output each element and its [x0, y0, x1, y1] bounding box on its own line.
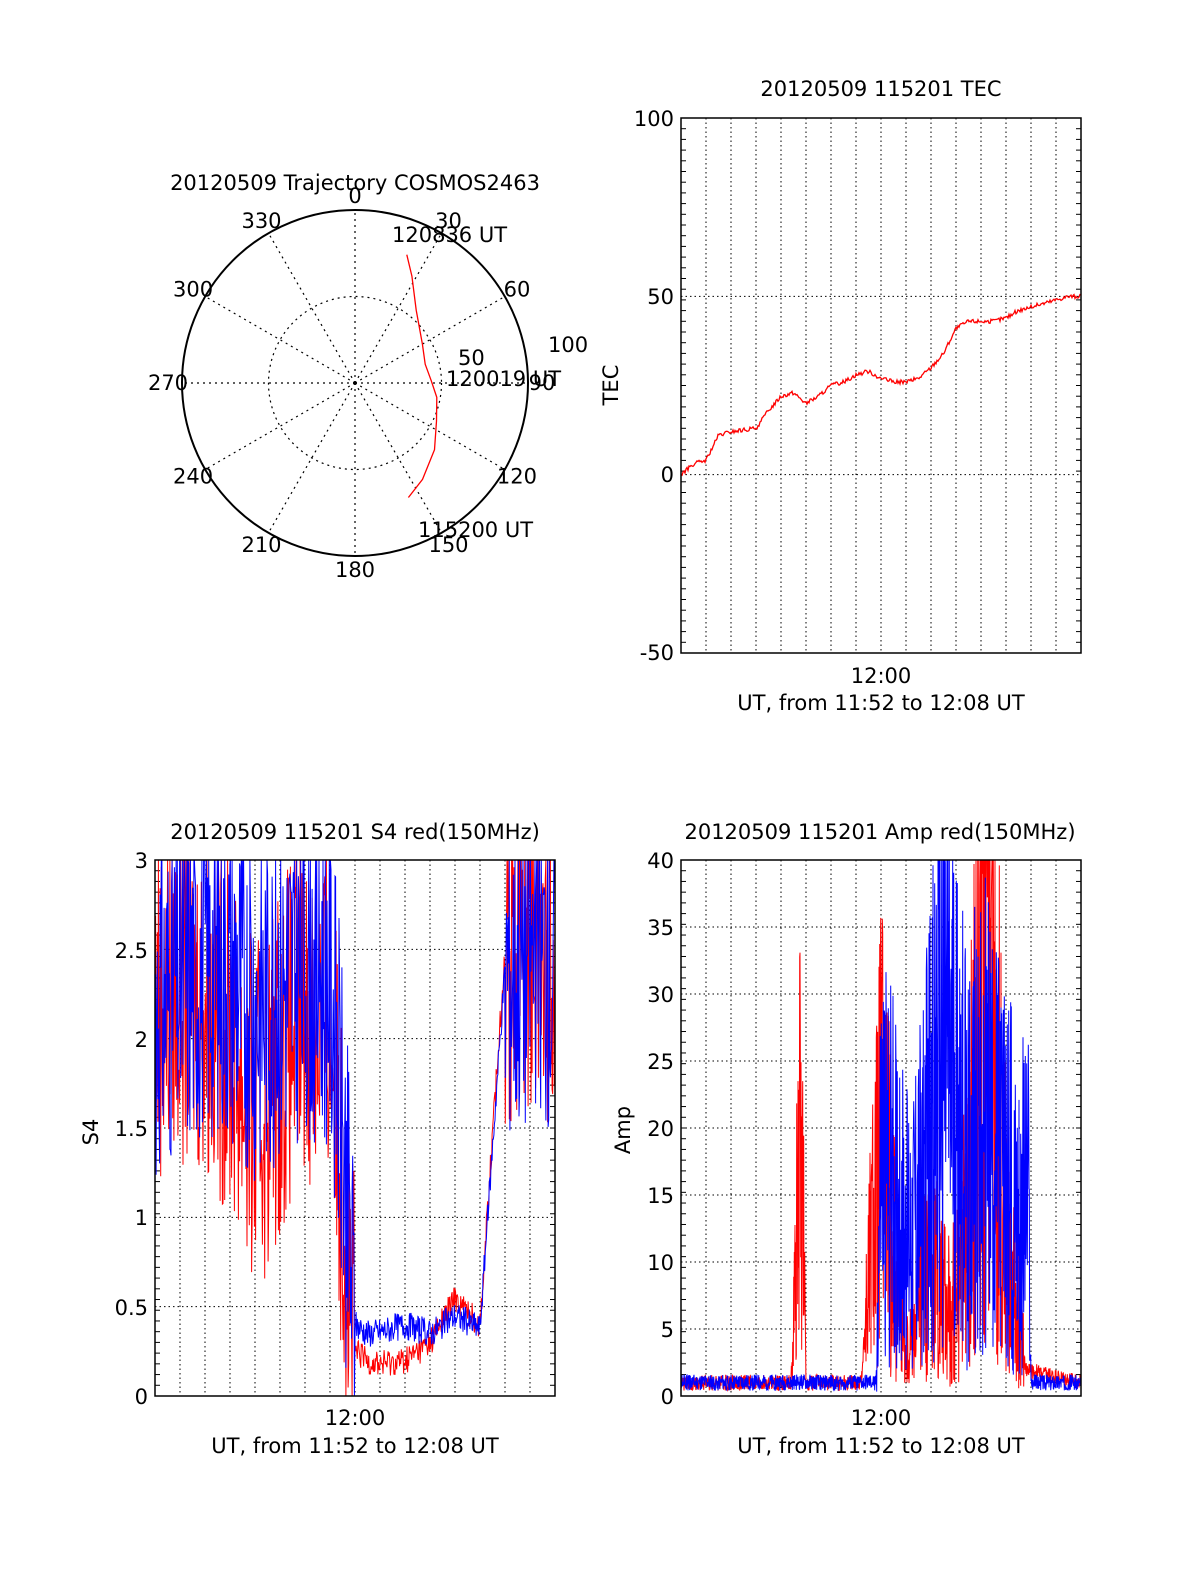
tec-ylabel: TEC: [599, 365, 623, 407]
amp-plot-area: [680, 859, 1082, 1397]
trajectory-label-mid: 120019 UT: [446, 367, 561, 391]
tec-xtick-1200: 12:00: [851, 664, 912, 688]
s4-frame: [154, 859, 556, 1397]
polar-azimuth-label-30: 30: [435, 209, 462, 233]
trajectory-label-end: 120836 UT: [392, 223, 507, 247]
tec-title: 20120509 115201 TEC: [760, 77, 1001, 101]
polar-azimuth-label-240: 240: [173, 465, 213, 489]
polar-azimuth-label-330: 330: [241, 209, 281, 233]
s4-xtick-1200: 12:00: [325, 1406, 386, 1430]
tec-panel: 20120509 115201 TEC 100 50 0 -50 12:00 U…: [599, 77, 1082, 715]
polar-azimuth-label-270: 270: [148, 371, 188, 395]
tec-ytick-0: 0: [661, 463, 674, 487]
amp-ytick-20: 20: [647, 1117, 674, 1141]
amp-ytick-15: 15: [647, 1184, 674, 1208]
polar-outer-circle: [181, 209, 529, 557]
polar-azimuth-label-0: 0: [348, 184, 361, 208]
s4-ytick-2: 2: [135, 1028, 148, 1052]
tec-xlabel: UT, from 11:52 to 12:08 UT: [737, 691, 1025, 715]
amp-ytick-40: 40: [647, 849, 674, 873]
amp-series-blue: [680, 859, 1082, 1392]
polar-azimuth-label-60: 60: [504, 278, 531, 302]
polar-azimuth-label-180: 180: [335, 558, 375, 582]
s4-ytick-1.5: 1.5: [115, 1117, 148, 1141]
s4-series-blue: [154, 859, 556, 1397]
polar-azimuth-labels: 0 30 60 90 120 150 180 210 240 270 300 330: [148, 184, 555, 582]
trajectory-label-start: 115200 UT: [418, 518, 533, 542]
tec-series-red: [680, 293, 1082, 477]
polar-inner-circle: [267, 295, 443, 471]
tec-ytick-neg50: -50: [640, 641, 674, 665]
polar-title: 20120509 Trajectory COSMOS2463: [170, 171, 540, 195]
amp-xlabel: UT, from 11:52 to 12:08 UT: [737, 1434, 1025, 1458]
s4-ytick-1: 1: [135, 1206, 148, 1230]
polar-azimuth-label-210: 210: [241, 533, 281, 557]
polar-azimuth-label-300: 300: [173, 278, 213, 302]
polar-spoke-30: [354, 232, 443, 384]
polar-radial-label-50: 50: [458, 346, 485, 370]
polar-panel: 20120509 Trajectory COSMOS2463 030609012…: [148, 171, 588, 582]
amp-panel: 20120509 115201 Amp red(150MHz) 0 5 10 1…: [611, 820, 1082, 1458]
tec-plot-area: [680, 117, 1082, 654]
polar-spoke-150: [354, 382, 443, 534]
s4-title: 20120509 115201 S4 red(150MHz): [170, 820, 540, 844]
polar-spoke-240: [204, 382, 356, 471]
s4-ytick-0.5: 0.5: [115, 1296, 148, 1320]
polar-azimuth-label-90: 90: [529, 371, 556, 395]
s4-ytick-3: 3: [135, 849, 148, 873]
polar-grid: [181, 209, 529, 557]
s4-xlabel: UT, from 11:52 to 12:08 UT: [211, 1434, 499, 1458]
amp-ytick-30: 30: [647, 983, 674, 1007]
polar-spoke-300: [204, 295, 356, 384]
polar-spoke-60: [354, 295, 506, 384]
amp-ytick-5: 5: [661, 1318, 674, 1342]
polar-azimuth-label-120: 120: [497, 465, 537, 489]
s4-panel: 20120509 115201 S4 red(150MHz) 0 0.5 1 1…: [79, 820, 556, 1458]
amp-title: 20120509 115201 Amp red(150MHz): [684, 820, 1075, 844]
s4-plot-area: [154, 859, 556, 1397]
amp-ytick-10: 10: [647, 1251, 674, 1275]
amp-ytick-0: 0: [661, 1385, 674, 1409]
polar-radial-label-100: 100: [548, 333, 588, 357]
polar-spoke-330: [267, 232, 356, 384]
tec-ytick-100: 100: [634, 107, 674, 131]
polar-spoke-210: [267, 382, 356, 534]
polar-spoke-120: [354, 382, 506, 471]
amp-frame: [680, 859, 1082, 1397]
amp-ytick-35: 35: [647, 916, 674, 940]
amp-ytick-25: 25: [647, 1050, 674, 1074]
tec-ytick-50: 50: [647, 285, 674, 309]
amp-xtick-1200: 12:00: [851, 1406, 912, 1430]
polar-azimuth-label-150: 150: [428, 533, 468, 557]
s4-ytick-0: 0: [135, 1385, 148, 1409]
amp-ylabel: Amp: [611, 1106, 635, 1154]
s4-ytick-2.5: 2.5: [115, 939, 148, 963]
s4-ylabel: S4: [79, 1119, 103, 1146]
tec-frame: [680, 117, 1082, 654]
trajectory-line: [406, 254, 438, 498]
